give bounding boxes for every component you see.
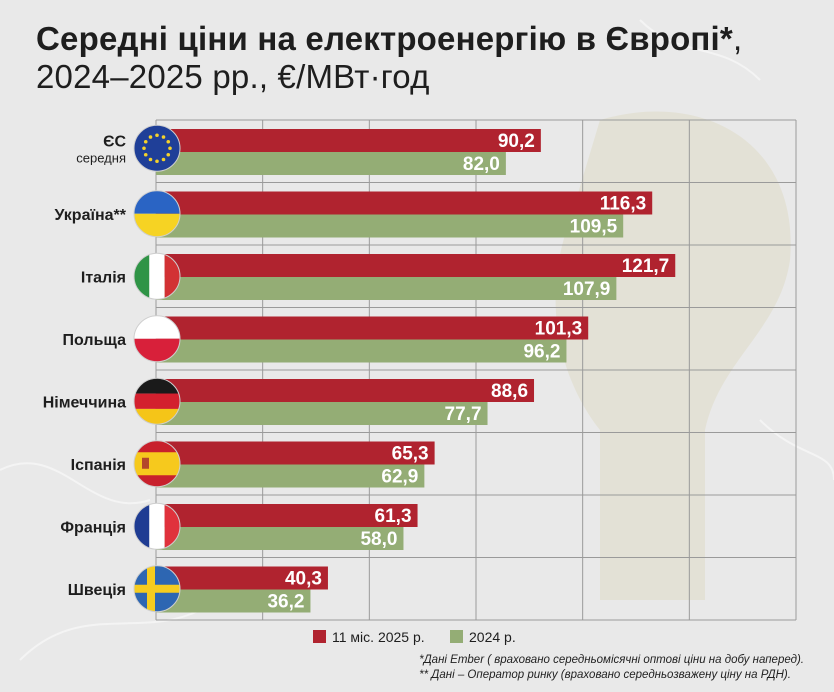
eu-flag-icon — [133, 124, 181, 172]
bar-2024 — [156, 589, 311, 613]
chart-title-bold: Середні ціни на електроенергію в Європі* — [36, 20, 733, 57]
bar-value-label: 62,9 — [381, 467, 418, 488]
bar-value-label: 65,3 — [392, 444, 429, 465]
bar-2024 — [156, 402, 488, 425]
bar-2024 — [156, 527, 404, 550]
legend-label-2024: 2024 р. — [469, 629, 516, 645]
bar-2025 — [156, 129, 541, 152]
chart-bars: 90,2 116,3 121,7 101,3 88,6 65,3 61,3 40,3 82,0 1… — [156, 129, 676, 613]
bar-value-label: 58,0 — [360, 529, 397, 550]
bar-value-label: 77,7 — [445, 404, 482, 425]
legend-swatch-2025 — [313, 630, 326, 643]
germany-flag-icon — [133, 377, 181, 425]
category-sublabel: середня — [76, 150, 126, 165]
category-label: Німеччина — [43, 394, 126, 411]
bar-value-label: 82,0 — [463, 154, 500, 175]
bar-value-label: 90,2 — [498, 131, 535, 152]
map-border-lines — [0, 19, 834, 661]
bar-value-label: 107,9 — [563, 279, 611, 300]
chart-title: Середні ціни на електроенергію в Європі*… — [36, 20, 834, 96]
footnote-ember: *Дані Ember ( враховано середньомісячні … — [419, 654, 804, 666]
footnotes: *Дані Ember ( враховано середньомісячні … — [419, 653, 804, 683]
legend-swatch-2024 — [450, 630, 463, 643]
bar-value-label: 40,3 — [285, 569, 322, 590]
bar-2024 — [156, 277, 617, 300]
category-label: Швеція — [68, 582, 126, 599]
category-label: Польща — [63, 332, 127, 349]
italy-flag-icon — [133, 252, 181, 300]
bar-value-label: 36,2 — [267, 592, 304, 613]
category-label: Іспанія — [71, 457, 126, 474]
bar-value-label: 96,2 — [523, 342, 560, 363]
category-label: ЄС — [103, 133, 126, 150]
category-label: Франція — [60, 519, 126, 536]
france-flag-icon — [133, 502, 181, 550]
bar-2025 — [156, 191, 653, 215]
bar-value-label: 88,6 — [491, 381, 528, 402]
bar-2025 — [156, 441, 435, 465]
bar-value-label: 121,7 — [622, 256, 670, 277]
bar-2024 — [156, 214, 624, 238]
bar-2024 — [156, 464, 425, 488]
chart-title-rest: , 2024–2025 рр., €/МВт·год — [36, 20, 743, 95]
bar-2025 — [156, 254, 676, 277]
bar-value-label: 101,3 — [535, 319, 583, 340]
bar-value-label: 109,5 — [570, 217, 618, 238]
bar-2025 — [156, 566, 328, 590]
sweden-flag-icon — [133, 565, 181, 613]
category-label: Італія — [81, 269, 126, 286]
bar-2024 — [156, 339, 567, 363]
spain-flag-icon — [133, 440, 181, 488]
ukraine-flag-icon — [133, 190, 181, 238]
bar-2024 — [156, 152, 506, 175]
bar-2025 — [156, 379, 535, 402]
bar-2025 — [156, 316, 589, 340]
chart-legend: 11 міс. 2025 р. 2024 р. — [313, 629, 516, 645]
bar-value-label: 116,3 — [600, 194, 647, 215]
bar-value-label: 61,3 — [375, 506, 412, 527]
category-label: Україна** — [54, 207, 126, 224]
poland-flag-icon — [133, 315, 181, 363]
footnote-market-operator: ** Дані – Оператор ринку (враховано сере… — [419, 669, 791, 681]
bar-2025 — [156, 504, 418, 527]
chart-flags — [133, 124, 181, 613]
legend-label-2025: 11 міс. 2025 р. — [332, 629, 425, 645]
